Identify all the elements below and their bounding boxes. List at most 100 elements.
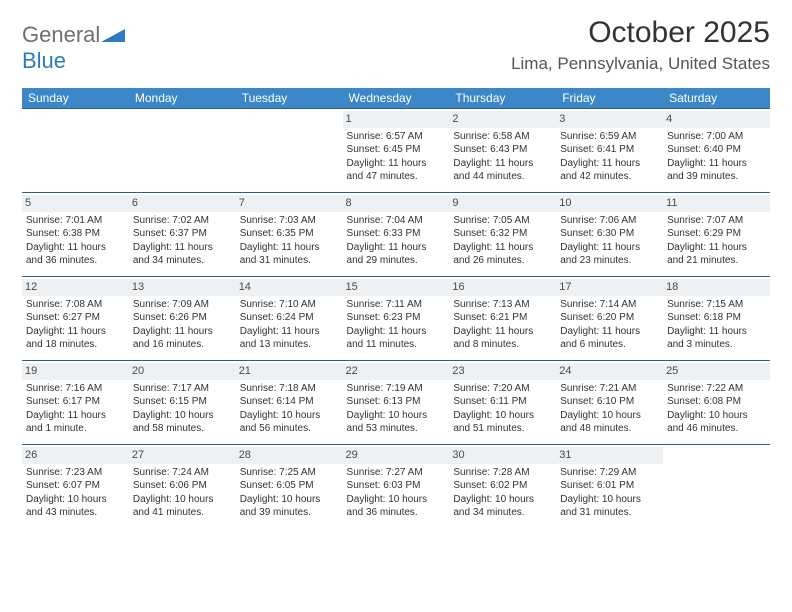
sunrise-text: Sunrise: 7:10 AM (240, 298, 339, 312)
calendar-cell: 27 Sunrise: 7:24 AMSunset: 6:06 PMDayligh… (129, 445, 236, 529)
daylight-text: Daylight: 10 hours and 43 minutes. (26, 493, 125, 520)
sunrise-text: Sunrise: 7:28 AM (453, 466, 552, 480)
calendar-cell: 11Sunrise: 7:07 AMSunset: 6:29 PMDayligh… (663, 193, 770, 277)
day-number: 1 (343, 111, 450, 128)
day-number: 4 (663, 111, 770, 128)
sunrise-text: Sunrise: 7:19 AM (347, 382, 446, 396)
sunrise-text: Sunrise: 7:01 AM (26, 214, 125, 228)
daylight-text: Daylight: 11 hours and 36 minutes. (26, 241, 125, 268)
day-number: 18 (663, 279, 770, 296)
sunrise-text: Sunrise: 7:21 AM (560, 382, 659, 396)
sunrise-text: Sunrise: 7:15 AM (667, 298, 766, 312)
sunset-text: Sunset: 6:21 PM (453, 311, 552, 325)
sunrise-text: Sunrise: 7:02 AM (133, 214, 232, 228)
calendar-cell: 16Sunrise: 7:13 AMSunset: 6:21 PMDayligh… (449, 277, 556, 361)
calendar-cell (236, 109, 343, 193)
sunset-text: Sunset: 6:05 PM (240, 479, 339, 493)
day-number: 2 (449, 111, 556, 128)
day-number: 27 (129, 447, 236, 464)
sunrise-text: Sunrise: 7:18 AM (240, 382, 339, 396)
daylight-text: Daylight: 10 hours and 46 minutes. (667, 409, 766, 436)
daylight-text: Daylight: 11 hours and 1 minute. (26, 409, 125, 436)
sunset-text: Sunset: 6:27 PM (26, 311, 125, 325)
calendar-cell: 19Sunrise: 7:16 AMSunset: 6:17 PMDayligh… (22, 361, 129, 445)
day-number: 22 (343, 363, 450, 380)
calendar-head: Sunday Monday Tuesday Wednesday Thursday… (22, 88, 770, 109)
calendar-cell: 28Sunrise: 7:25 AMSunset: 6:05 PMDayligh… (236, 445, 343, 529)
calendar-cell: 7Sunrise: 7:03 AMSunset: 6:35 PMDaylight… (236, 193, 343, 277)
daylight-text: Daylight: 10 hours and 41 minutes. (133, 493, 232, 520)
sunset-text: Sunset: 6:13 PM (347, 395, 446, 409)
sunrise-text: Sunrise: 7:03 AM (240, 214, 339, 228)
daylight-text: Daylight: 11 hours and 44 minutes. (453, 157, 552, 184)
calendar-cell: 8Sunrise: 7:04 AMSunset: 6:33 PMDaylight… (343, 193, 450, 277)
sunset-text: Sunset: 6:43 PM (453, 143, 552, 157)
sunset-text: Sunset: 6:18 PM (667, 311, 766, 325)
sunset-text: Sunset: 6:41 PM (560, 143, 659, 157)
day-number: 3 (556, 111, 663, 128)
sunset-text: Sunset: 6:35 PM (240, 227, 339, 241)
calendar-cell: 6Sunrise: 7:02 AMSunset: 6:37 PMDaylight… (129, 193, 236, 277)
calendar-week-row: 26Sunrise: 7:23 AMSunset: 6:07 PMDayligh… (22, 445, 770, 529)
daylight-text: Daylight: 10 hours and 53 minutes. (347, 409, 446, 436)
calendar-cell: 15Sunrise: 7:11 AMSunset: 6:23 PMDayligh… (343, 277, 450, 361)
calendar-cell: 29Sunrise: 7:27 AMSunset: 6:03 PMDayligh… (343, 445, 450, 529)
calendar-week-row: 12Sunrise: 7:08 AMSunset: 6:27 PMDayligh… (22, 277, 770, 361)
calendar-cell: 1Sunrise: 6:57 AMSunset: 6:45 PMDaylight… (343, 109, 450, 193)
calendar-cell: 9Sunrise: 7:05 AMSunset: 6:32 PMDaylight… (449, 193, 556, 277)
sunrise-text: Sunrise: 7:14 AM (560, 298, 659, 312)
day-header: Monday (129, 88, 236, 109)
sunset-text: Sunset: 6:02 PM (453, 479, 552, 493)
calendar-cell: 21Sunrise: 7:18 AMSunset: 6:14 PMDayligh… (236, 361, 343, 445)
calendar-cell: 23Sunrise: 7:20 AMSunset: 6:11 PMDayligh… (449, 361, 556, 445)
calendar-week-row: 19Sunrise: 7:16 AMSunset: 6:17 PMDayligh… (22, 361, 770, 445)
brand-triangle-icon (101, 29, 125, 46)
sunset-text: Sunset: 6:29 PM (667, 227, 766, 241)
daylight-text: Daylight: 11 hours and 39 minutes. (667, 157, 766, 184)
sunrise-text: Sunrise: 7:16 AM (26, 382, 125, 396)
sunset-text: Sunset: 6:24 PM (240, 311, 339, 325)
header-row: General Blue October 2025 Lima, Pennsylv… (22, 16, 770, 74)
calendar-cell: 17Sunrise: 7:14 AMSunset: 6:20 PMDayligh… (556, 277, 663, 361)
sunrise-text: Sunrise: 6:59 AM (560, 130, 659, 144)
sunset-text: Sunset: 6:03 PM (347, 479, 446, 493)
sunrise-text: Sunrise: 6:57 AM (347, 130, 446, 144)
sunrise-text: Sunrise: 7:27 AM (347, 466, 446, 480)
sunset-text: Sunset: 6:30 PM (560, 227, 659, 241)
calendar-cell: 20Sunrise: 7:17 AMSunset: 6:15 PMDayligh… (129, 361, 236, 445)
page: General Blue October 2025 Lima, Pennsylv… (0, 0, 792, 539)
sunrise-text: Sunrise: 7:29 AM (560, 466, 659, 480)
sunset-text: Sunset: 6:15 PM (133, 395, 232, 409)
title-block: October 2025 Lima, Pennsylvania, United … (511, 16, 770, 74)
calendar-cell: 26Sunrise: 7:23 AMSunset: 6:07 PMDayligh… (22, 445, 129, 529)
brand-part2: Blue (22, 48, 66, 73)
daylight-text: Daylight: 11 hours and 18 minutes. (26, 325, 125, 352)
day-number: 14 (236, 279, 343, 296)
daylight-text: Daylight: 11 hours and 6 minutes. (560, 325, 659, 352)
sunrise-text: Sunrise: 7:04 AM (347, 214, 446, 228)
calendar-cell (22, 109, 129, 193)
sunrise-text: Sunrise: 7:08 AM (26, 298, 125, 312)
calendar-body: 1 Sunrise: 6:57 AMSunset: 6:45 PM Daylight… (22, 109, 770, 529)
day-number: 11 (663, 195, 770, 212)
daylight-text: Daylight: 11 hours and 34 minutes. (133, 241, 232, 268)
sunset-text: Sunset: 6:07 PM (26, 479, 125, 493)
sunset-text: Sunset: 6:45 PM (347, 143, 446, 157)
sunrise-text: Sunrise: 7:23 AM (26, 466, 125, 480)
day-number: 6 (129, 195, 236, 212)
calendar-cell: 14Sunrise: 7:10 AMSunset: 6:24 PMDayligh… (236, 277, 343, 361)
sunset-text: Sunset: 6:14 PM (240, 395, 339, 409)
brand-text: General Blue (22, 22, 125, 74)
day-number: 28 (236, 447, 343, 464)
sunrise-text: Sunrise: 7:24 AM (133, 466, 232, 480)
location-text: Lima, Pennsylvania, United States (511, 54, 770, 74)
brand-logo: General Blue (22, 22, 125, 74)
daylight-text: Daylight: 10 hours and 51 minutes. (453, 409, 552, 436)
sunrise-text: Sunrise: 7:11 AM (347, 298, 446, 312)
daylight-text: Daylight: 10 hours and 39 minutes. (240, 493, 339, 520)
sunrise-text: Sunrise: 7:00 AM (667, 130, 766, 144)
calendar-cell: 30Sunrise: 7:28 AMSunset: 6:02 PMDayligh… (449, 445, 556, 529)
daylight-text: Daylight: 10 hours and 56 minutes. (240, 409, 339, 436)
brand-part1: General (22, 22, 100, 47)
sunset-text: Sunset: 6:06 PM (133, 479, 232, 493)
